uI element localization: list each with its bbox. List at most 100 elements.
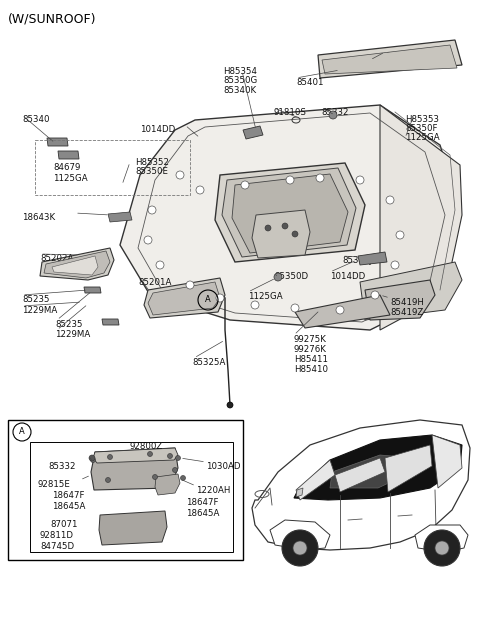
Circle shape [424, 530, 460, 566]
Circle shape [293, 541, 307, 555]
Circle shape [291, 304, 299, 312]
Text: 99275K: 99275K [294, 335, 327, 344]
Polygon shape [148, 282, 220, 315]
Polygon shape [432, 435, 462, 488]
Text: 85419Z: 85419Z [390, 308, 423, 317]
Text: A: A [205, 296, 211, 305]
Text: 1125GA: 1125GA [248, 292, 283, 301]
Text: A: A [19, 427, 25, 436]
Circle shape [435, 541, 449, 555]
Polygon shape [144, 278, 225, 318]
Polygon shape [252, 210, 310, 258]
Circle shape [336, 306, 344, 314]
Polygon shape [296, 460, 335, 500]
Text: 85332: 85332 [321, 108, 348, 117]
Polygon shape [108, 212, 132, 222]
Circle shape [147, 452, 153, 457]
Circle shape [241, 181, 249, 189]
Text: 85340J: 85340J [342, 256, 372, 265]
Text: 85419H: 85419H [390, 298, 424, 307]
Circle shape [153, 474, 157, 480]
Circle shape [180, 476, 185, 481]
Circle shape [91, 457, 96, 462]
Text: 1030AD: 1030AD [206, 462, 240, 471]
Polygon shape [358, 252, 387, 265]
Text: 87071: 87071 [50, 520, 77, 529]
Circle shape [89, 455, 95, 461]
Text: 85401: 85401 [296, 78, 324, 87]
Text: 85350D: 85350D [274, 272, 308, 281]
Text: 1125GA: 1125GA [405, 133, 440, 142]
Polygon shape [120, 105, 460, 330]
Polygon shape [222, 168, 356, 257]
Circle shape [329, 111, 337, 119]
Polygon shape [155, 474, 180, 495]
Polygon shape [380, 105, 462, 330]
Polygon shape [93, 448, 178, 463]
Circle shape [251, 301, 259, 309]
Polygon shape [322, 45, 457, 74]
Circle shape [286, 176, 294, 184]
Polygon shape [252, 420, 470, 550]
Polygon shape [44, 251, 110, 278]
Polygon shape [102, 319, 119, 325]
Circle shape [176, 455, 180, 460]
Text: H85352: H85352 [135, 158, 169, 167]
Text: H85410: H85410 [294, 365, 328, 374]
Circle shape [108, 455, 112, 459]
Polygon shape [215, 163, 365, 262]
Polygon shape [58, 151, 79, 159]
Text: 84679: 84679 [53, 163, 80, 172]
Circle shape [316, 174, 324, 182]
Circle shape [148, 206, 156, 214]
Text: 18645A: 18645A [52, 502, 85, 511]
Polygon shape [330, 455, 415, 488]
Circle shape [144, 236, 152, 244]
Text: H85411: H85411 [294, 355, 328, 364]
Polygon shape [99, 511, 167, 545]
Text: 85350E: 85350E [135, 167, 168, 176]
Polygon shape [365, 280, 435, 320]
Circle shape [156, 261, 164, 269]
Circle shape [282, 223, 288, 229]
Text: 1125GA: 1125GA [53, 174, 88, 183]
Polygon shape [243, 126, 263, 139]
Text: 85340K: 85340K [223, 86, 256, 95]
Polygon shape [385, 445, 432, 492]
Circle shape [265, 225, 271, 231]
Polygon shape [40, 248, 114, 280]
Circle shape [274, 273, 282, 281]
Text: 85235: 85235 [22, 295, 49, 304]
Text: 85350F: 85350F [405, 124, 437, 133]
Text: 85350G: 85350G [223, 76, 257, 85]
Circle shape [391, 261, 399, 269]
Polygon shape [296, 488, 303, 497]
Text: 91810S: 91810S [274, 108, 307, 117]
Text: 92811D: 92811D [40, 531, 74, 540]
Circle shape [216, 294, 224, 302]
Text: 1220AH: 1220AH [196, 486, 230, 495]
Polygon shape [270, 520, 330, 550]
Text: 1014DD: 1014DD [330, 272, 365, 281]
Bar [8, 420, 243, 560]
Circle shape [168, 453, 172, 459]
Text: 92800Z: 92800Z [130, 442, 163, 451]
Polygon shape [91, 448, 178, 490]
Text: 18643K: 18643K [22, 213, 55, 222]
Polygon shape [84, 287, 101, 293]
Polygon shape [415, 525, 468, 552]
Text: 85332: 85332 [48, 462, 75, 471]
Text: 1229MA: 1229MA [55, 330, 90, 339]
Polygon shape [360, 262, 462, 320]
Text: 99276K: 99276K [294, 345, 327, 354]
Circle shape [356, 176, 364, 184]
Text: 85202A: 85202A [40, 254, 73, 263]
Text: 1229MA: 1229MA [22, 306, 57, 315]
Circle shape [172, 467, 178, 473]
Text: H85354: H85354 [223, 67, 257, 76]
Polygon shape [295, 295, 390, 328]
Circle shape [227, 402, 233, 408]
Text: 18645A: 18645A [186, 509, 219, 518]
Text: 85340: 85340 [22, 115, 49, 124]
Circle shape [196, 186, 204, 194]
